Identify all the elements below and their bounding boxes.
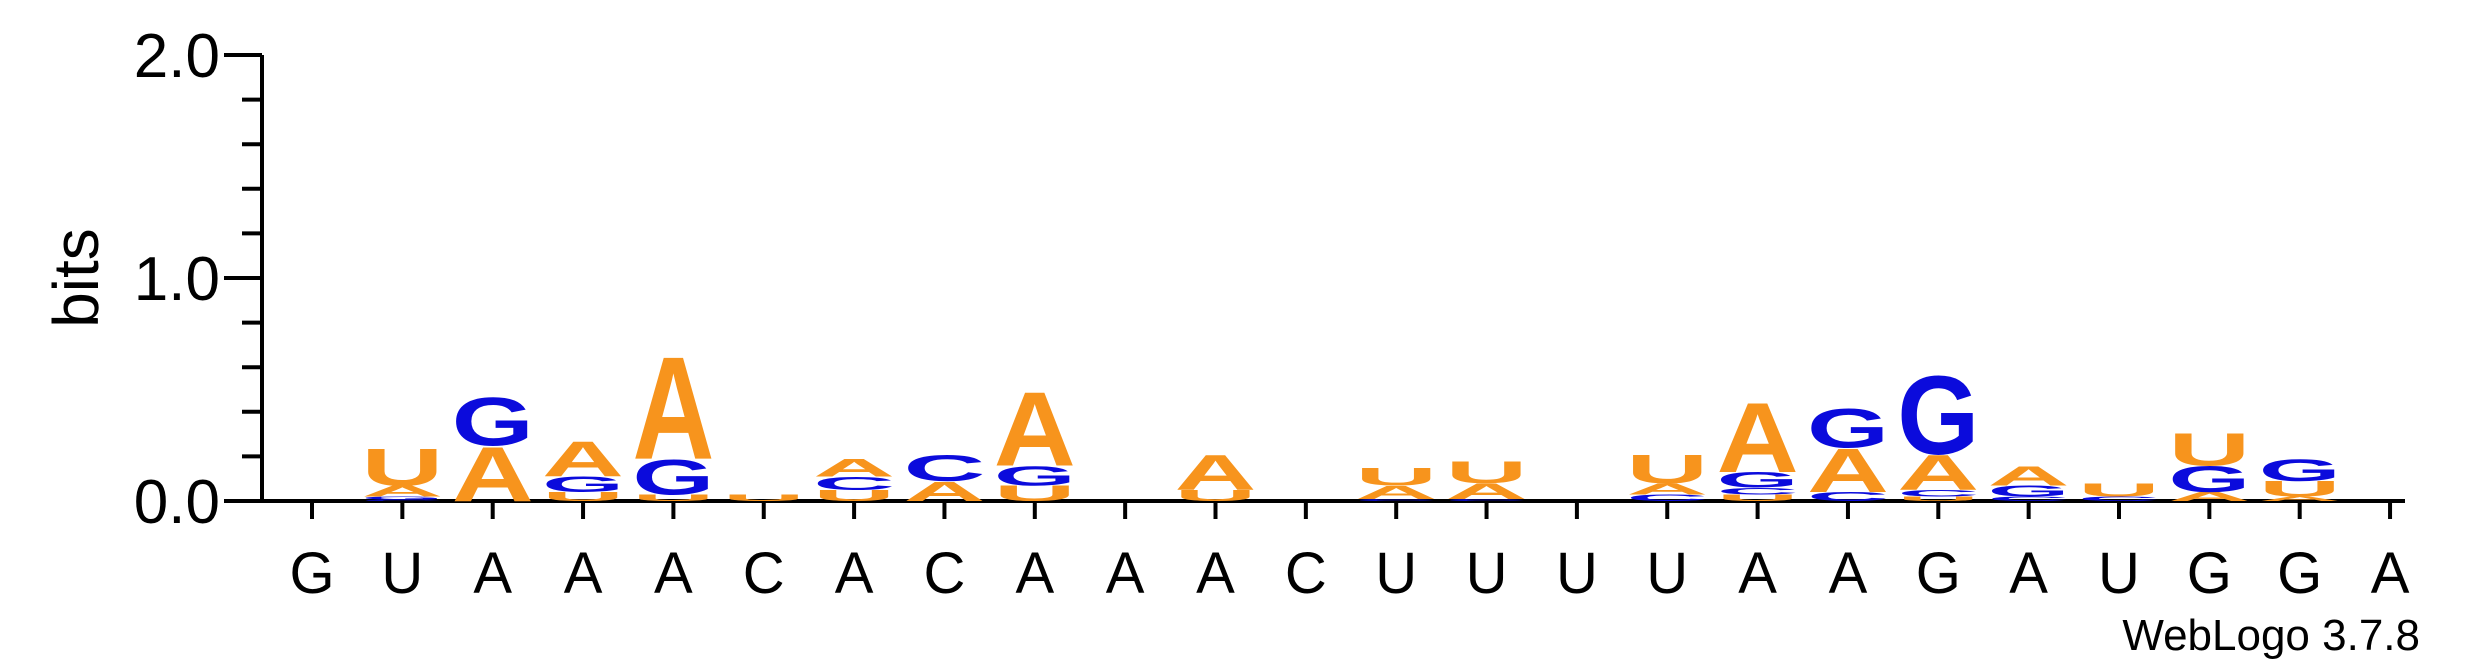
logo-letter-U: U	[542, 490, 624, 504]
logo-letter-G: G	[542, 473, 624, 497]
x-tick-label: G	[1916, 541, 1961, 606]
logo-letter-U: U	[2168, 423, 2250, 475]
y-tick-label: 2.0	[134, 22, 220, 91]
x-tick-label: A	[1196, 541, 1235, 606]
x-tick-label: U	[1556, 541, 1598, 606]
logo-letter-G: G	[2259, 453, 2341, 487]
logo-letter-C: C	[1626, 493, 1708, 503]
x-tick-label: U	[2098, 541, 2140, 606]
logo-letter-U: U	[632, 493, 714, 503]
logo-letter-A: A	[361, 483, 443, 500]
logo-letter-G: G	[1988, 482, 2070, 499]
logo-letter-U: U	[1897, 495, 1979, 502]
logo-letter-G: G	[1807, 397, 1889, 459]
logo-letter-A: A	[2168, 490, 2250, 504]
logo-letter-U: U	[994, 482, 1076, 506]
logo-letter-A: A	[903, 476, 985, 508]
logo-letter-A: A	[1446, 479, 1528, 503]
logo-letter-A: A	[1175, 445, 1257, 501]
x-tick-label: A	[2009, 541, 2048, 606]
x-tick-label: G	[2277, 541, 2322, 606]
logo-letter-U: U	[723, 493, 805, 503]
logo-letter-A: A	[1626, 480, 1708, 497]
weblogo-credit: WebLogo 3.7.8	[2122, 611, 2420, 660]
logo-letter-U: U	[1626, 447, 1708, 492]
x-tick-label: A	[564, 541, 603, 606]
logo-letter-A: A	[1897, 445, 1979, 501]
x-tick-label: C	[743, 541, 785, 606]
x-tick-label: A	[473, 541, 512, 606]
x-tick-label: G	[289, 541, 334, 606]
x-tick-label: A	[1829, 541, 1868, 606]
logo-letter-A: A	[1355, 482, 1437, 503]
x-tick-label: A	[1106, 541, 1145, 606]
logo-letter-G: G	[1897, 353, 1979, 479]
x-axis-ticks	[310, 501, 2393, 519]
logo-letter-A: A	[1988, 460, 2070, 492]
logo-letter-A: A	[452, 431, 534, 518]
y-tick-label: 0.0	[134, 468, 220, 537]
logo-letter-G: G	[452, 384, 534, 460]
logo-letter-A: A	[542, 432, 624, 488]
logo-letter-C: C	[903, 447, 985, 489]
logo-letter-G: G	[994, 460, 1076, 491]
x-tick-label: G	[2187, 541, 2232, 606]
logo-letter-U: U	[361, 438, 443, 497]
logo-letter-G: G	[1717, 468, 1799, 492]
x-tick-label: U	[381, 541, 423, 606]
x-tick-label: C	[1285, 541, 1327, 606]
logo-letter-U: U	[2078, 480, 2160, 501]
logo-letter-G: G	[632, 450, 714, 506]
x-tick-label: C	[924, 541, 966, 606]
logo-letter-A: A	[1717, 382, 1799, 494]
y-axis-ticks: 0.0 1.0 2.0	[134, 22, 262, 537]
logo-letter-G: G	[361, 496, 443, 501]
x-tick-label: A	[654, 541, 693, 606]
x-tick-label: U	[1466, 541, 1508, 606]
logo-letter-U: U	[2259, 477, 2341, 501]
x-tick-label: U	[1375, 541, 1417, 606]
logo-letter-C: C	[813, 473, 895, 494]
x-tick-label: A	[1738, 541, 1777, 606]
logo-letter-U: U	[1355, 463, 1437, 491]
logo-letter-U: U	[1446, 455, 1528, 490]
logo-letter-U: U	[1717, 493, 1799, 503]
x-tick-label: A	[1015, 541, 1054, 606]
logo-letter-C: C	[361, 499, 443, 501]
logo-letter-A: A	[2259, 495, 2341, 502]
y-tick-label: 1.0	[134, 245, 220, 314]
logo-letter-U: U	[1175, 487, 1257, 504]
logo-letter-C: C	[1988, 495, 2070, 502]
logo-letter-C: C	[1446, 498, 1528, 501]
logo-letter-C: C	[1807, 490, 1889, 504]
logo-letter-C: C	[1717, 486, 1799, 496]
y-axis-label: bits	[40, 228, 112, 328]
logo-letter-C: C	[2078, 495, 2160, 502]
logo-letter-G: G	[2168, 458, 2250, 500]
logo-letter-C: C	[1355, 498, 1437, 501]
logo-letter-U: U	[813, 487, 895, 504]
logo-letter-A: A	[813, 454, 895, 482]
logo-letter-C: C	[1897, 488, 1979, 498]
logo-letter-A: A	[1807, 436, 1889, 505]
logo-letter-A: A	[994, 371, 1076, 489]
x-tick-label: A	[835, 541, 874, 606]
x-tick-label: U	[1646, 541, 1688, 606]
logo-letter-A: A	[632, 326, 714, 490]
x-tick-label: A	[2371, 541, 2410, 606]
